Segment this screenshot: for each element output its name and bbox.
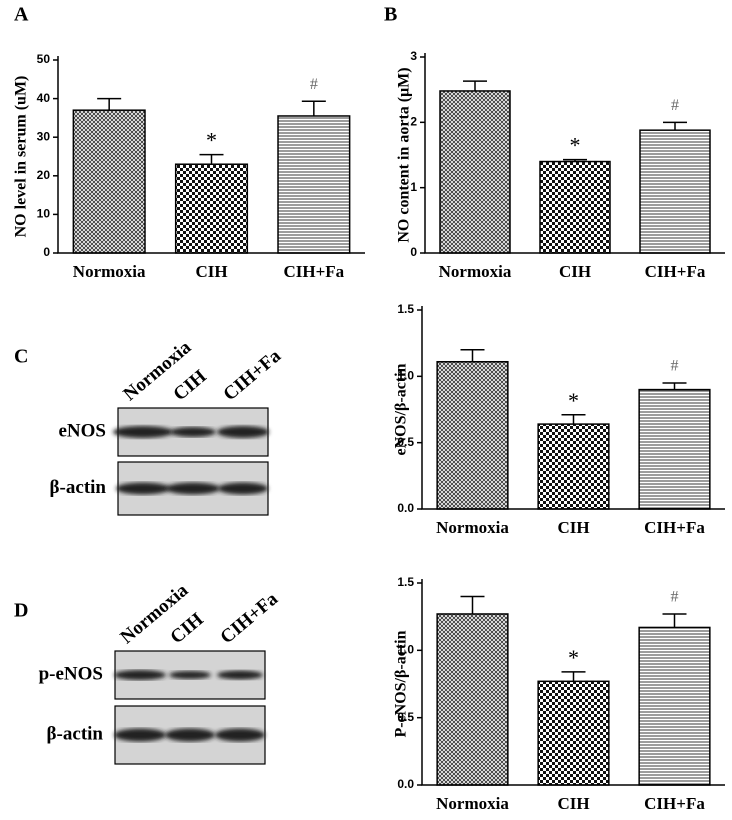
error-bar (561, 414, 586, 425)
y-tick-label: 3 (410, 49, 417, 63)
panel-label: A (14, 4, 29, 26)
blot-band (165, 728, 215, 742)
x-tick-label: Normoxia (436, 518, 509, 537)
bar (638, 388, 711, 510)
axes (421, 306, 725, 510)
error-bar (460, 349, 485, 362)
y-tick-label: 1.0 (397, 643, 414, 657)
y-tick-label: 0 (43, 245, 50, 259)
error-bar (199, 153, 224, 165)
bar (537, 423, 610, 510)
significance-mark: * (570, 133, 581, 158)
error-bar (561, 671, 586, 682)
bar (439, 90, 511, 254)
blot-band (218, 482, 268, 495)
row-label: eNOS (59, 420, 107, 441)
lane-label: CIH+Fa (217, 588, 283, 648)
blot-band (116, 482, 170, 495)
x-tick-label: CIH (559, 262, 591, 281)
y-tick-label: 50 (37, 52, 51, 66)
row-label: β-actin (47, 723, 104, 744)
y-tick-label: 1 (410, 180, 417, 194)
bar (638, 626, 711, 786)
y-tick-label: 1.5 (397, 302, 414, 316)
bar (277, 115, 351, 254)
error-bar (463, 80, 487, 91)
error-bar (563, 158, 587, 162)
y-tick-label: 2 (410, 115, 417, 129)
bar (72, 109, 146, 254)
bar (174, 163, 249, 254)
error-bar (662, 382, 687, 390)
axes (421, 579, 725, 786)
bar (639, 129, 711, 254)
x-tick-label: CIH+Fa (283, 262, 344, 281)
x-tick-label: Normoxia (73, 262, 146, 281)
y-tick-label: 0.0 (397, 777, 414, 791)
y-tick-label: 30 (37, 129, 51, 143)
error-bar (460, 595, 485, 614)
row-label: β-actin (50, 477, 107, 498)
y-axis-label: P-eNOS/β-actin (393, 630, 410, 737)
x-tick-label: CIH (195, 262, 227, 281)
x-tick-label: CIH+Fa (645, 262, 706, 281)
y-tick-label: 0.5 (397, 435, 414, 449)
y-axis-label: NO level in serum (uM) (13, 76, 30, 238)
blot-band (217, 670, 263, 680)
significance-mark: * (568, 388, 579, 413)
error-bar (663, 121, 687, 131)
lane-label: CIH+Fa (220, 345, 286, 405)
significance-mark: # (671, 589, 679, 606)
panel-label: C (14, 346, 28, 368)
axes (424, 53, 725, 254)
significance-mark: * (568, 645, 579, 670)
significance-mark: # (310, 76, 318, 93)
row-label: p-eNOS (39, 663, 103, 684)
significance-mark: # (671, 358, 679, 375)
lane-label: CIH (170, 366, 211, 405)
y-tick-label: 0 (410, 245, 417, 259)
error-bar (97, 97, 122, 111)
panel-label: B (384, 4, 397, 26)
bar (436, 360, 509, 510)
significance-mark: # (671, 97, 679, 114)
y-tick-label: 1.5 (397, 575, 414, 589)
blot-band (114, 670, 166, 680)
x-tick-label: CIH+Fa (644, 794, 705, 813)
y-tick-label: 40 (37, 91, 51, 105)
blot-band (170, 427, 216, 437)
y-tick-label: 0.0 (397, 501, 414, 515)
blot-band (169, 671, 211, 679)
y-tick-label: 1.0 (397, 369, 414, 383)
bar (539, 160, 611, 254)
blot-band (215, 728, 265, 742)
blot-band (217, 426, 269, 438)
significance-mark: * (206, 128, 217, 153)
x-tick-label: Normoxia (436, 794, 509, 813)
x-tick-label: CIH (557, 794, 589, 813)
lane-label: CIH (167, 609, 208, 648)
x-tick-label: CIH (557, 518, 589, 537)
blot-band (113, 426, 173, 438)
y-tick-label: 20 (37, 168, 51, 182)
x-tick-label: CIH+Fa (644, 518, 705, 537)
y-tick-label: 0.5 (397, 710, 414, 724)
blot-band (114, 728, 166, 742)
error-bar (662, 613, 687, 628)
bar (436, 613, 509, 786)
y-tick-label: 10 (37, 207, 51, 221)
blot-band (166, 482, 220, 495)
x-tick-label: Normoxia (439, 262, 512, 281)
bar (537, 680, 610, 786)
panel-label: D (14, 600, 28, 622)
y-axis-label: NO content in aorta (μM) (396, 67, 413, 242)
error-bar (301, 100, 326, 116)
axes (57, 56, 365, 254)
y-axis-label: eNOS/β-actin (393, 363, 410, 455)
